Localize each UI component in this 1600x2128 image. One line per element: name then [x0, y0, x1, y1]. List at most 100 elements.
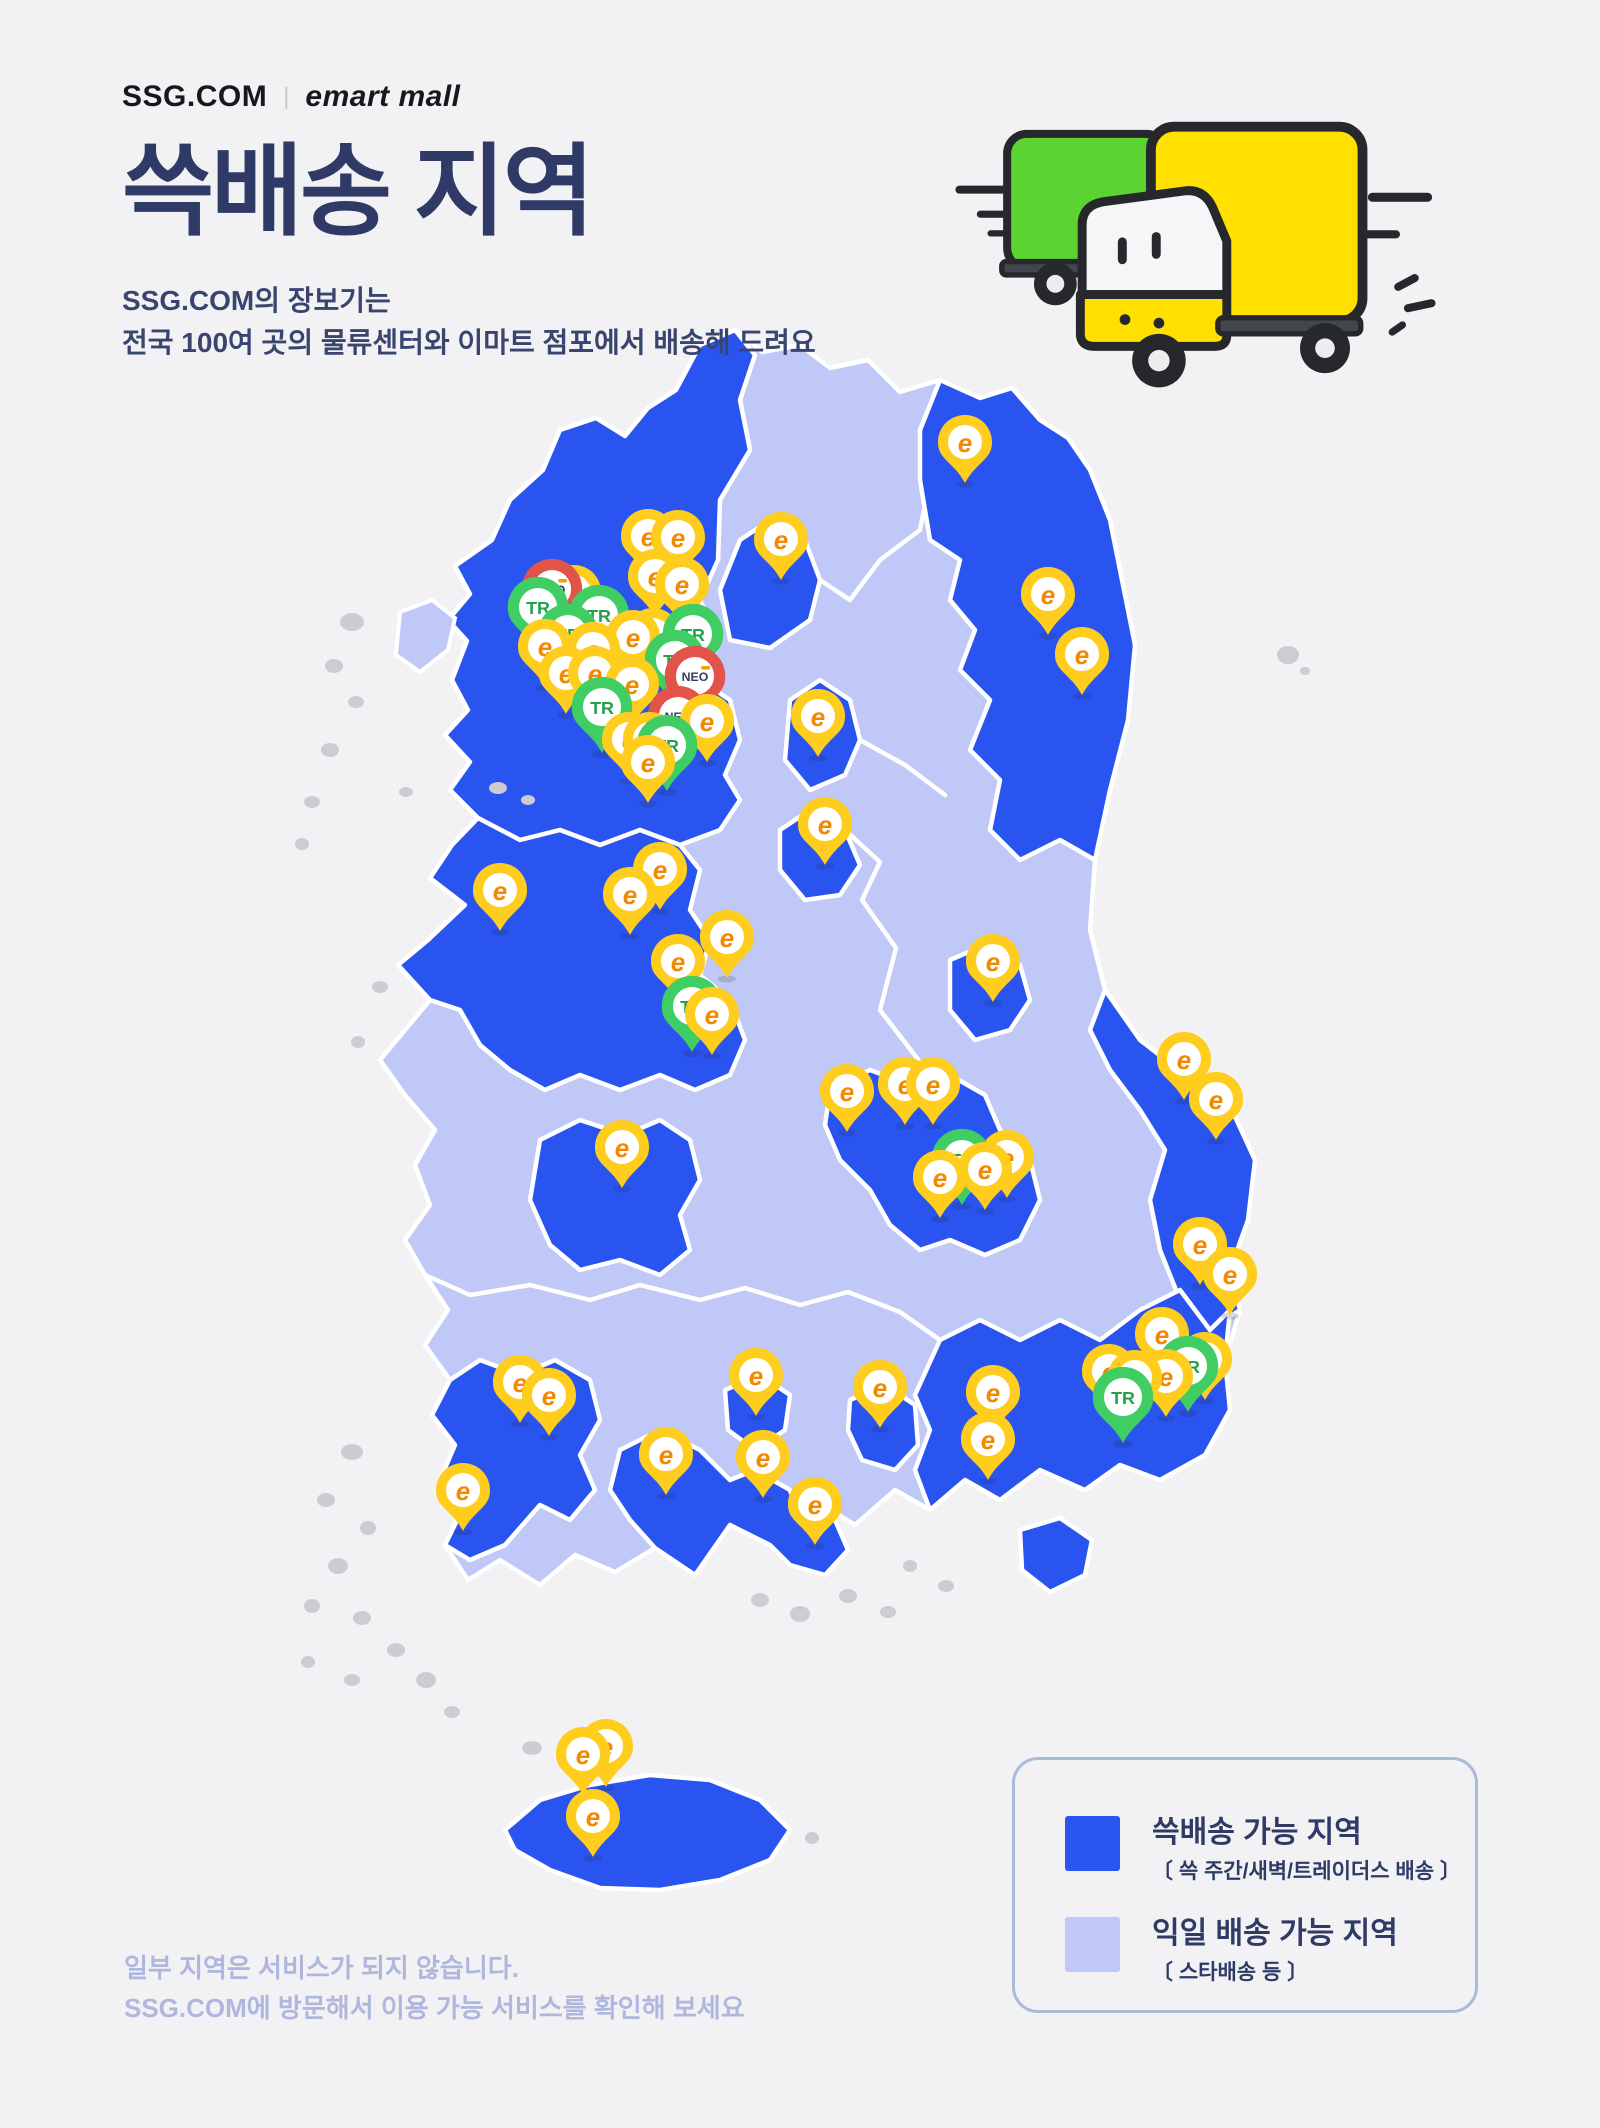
map-pin-e: e	[820, 1064, 874, 1137]
svg-text:e: e	[756, 1443, 770, 1473]
svg-text:e: e	[1041, 580, 1055, 610]
map-pin-e: e	[1189, 1072, 1243, 1145]
page-title: 쓱배송 지역	[122, 136, 595, 248]
brand-divider: |	[283, 83, 290, 110]
map-pin-e: e	[700, 910, 754, 983]
map-pin-neo: NEO	[664, 645, 726, 728]
map-pin-e: e	[853, 1360, 907, 1433]
svg-text:e: e	[700, 707, 714, 737]
svg-text:e: e	[1075, 640, 1089, 670]
map-pin-e: e	[958, 1142, 1012, 1215]
svg-text:e: e	[926, 1070, 940, 1100]
svg-text:e: e	[811, 702, 825, 732]
map-pin-e: e	[938, 415, 992, 488]
footer-line2: SSG.COM에 방문해서 이용 가능 서비스를 확인해 보세요	[124, 1993, 745, 2024]
svg-text:e: e	[641, 748, 655, 778]
subtitle-line1: SSG.COM의 장보기는	[122, 285, 391, 316]
island-next-day	[393, 597, 458, 675]
map-pin-e: e	[621, 735, 675, 808]
subtitle-line2: 전국 100여 곳의 물류센터와 이마트 점포에서 배송해 드려요	[122, 327, 816, 358]
legend-sublabel-next-day: 〔 스타배송 등 〕	[1152, 1961, 1309, 1984]
map-pin-e: e	[633, 842, 687, 915]
svg-text:e: e	[671, 947, 685, 977]
svg-text:e: e	[986, 1378, 1000, 1408]
svg-text:e: e	[840, 1077, 854, 1107]
svg-text:e: e	[1155, 1320, 1169, 1350]
svg-text:e: e	[986, 947, 1000, 977]
svg-text:e: e	[542, 1381, 556, 1411]
svg-text:e: e	[653, 855, 667, 885]
svg-text:NEO: NEO	[682, 670, 709, 684]
svg-text:e: e	[576, 1740, 590, 1770]
map-pin-e: e	[1173, 1217, 1227, 1290]
map-pin-e: e	[788, 1477, 842, 1550]
map-pin-e: e	[685, 987, 739, 1060]
map-pin-e: e	[639, 1427, 693, 1500]
map-pin-e: e	[1021, 567, 1075, 640]
svg-text:e: e	[978, 1155, 992, 1185]
svg-text:e: e	[818, 810, 832, 840]
map-pin-e: e	[680, 694, 734, 767]
pins-layer: eeeeeeeeNEOTRTReeTRTReeeTReeNEOeTReNEOee…	[436, 415, 1257, 1862]
svg-text:e: e	[493, 876, 507, 906]
legend-label-next-day: 익일 배송 가능 지역	[1152, 1917, 1398, 1950]
map-pin-e: e	[522, 1368, 576, 1441]
svg-text:e: e	[1193, 1230, 1207, 1260]
map-pin-e: e	[798, 797, 852, 870]
map-pin-e: e	[1203, 1247, 1257, 1320]
map-pin-e: e	[906, 1057, 960, 1130]
legend-sublabel-ssak: 〔 쓱 주간/새벽/트레이더스 배송 〕	[1152, 1860, 1461, 1883]
svg-text:e: e	[1223, 1260, 1237, 1290]
svg-text:e: e	[774, 525, 788, 555]
legend-item-ssak: 쓱배송 가능 지역 〔 쓱 주간/새벽/트레이더스 배송 〕	[1065, 1816, 1475, 1885]
svg-text:e: e	[586, 1802, 600, 1832]
map-pin-e: e	[566, 1789, 620, 1862]
svg-text:e: e	[958, 428, 972, 458]
emart-mall-logo: emart mall	[305, 80, 461, 113]
ssg-logo: SSG.COM	[122, 80, 268, 113]
brand-row: SSG.COM | emart mall	[122, 80, 822, 114]
map-pin-tr: TR	[1092, 1366, 1154, 1449]
map-pin-e: e	[1157, 1032, 1211, 1105]
svg-text:e: e	[671, 523, 685, 553]
map-pin-e: e	[651, 934, 705, 1007]
svg-text:e: e	[659, 1440, 673, 1470]
legend-swatch-next-day	[1065, 1917, 1120, 1972]
svg-text:e: e	[1209, 1085, 1223, 1115]
map-pin-e: e	[961, 1412, 1015, 1485]
svg-text:e: e	[626, 623, 640, 653]
svg-text:e: e	[720, 923, 734, 953]
svg-text:e: e	[675, 570, 689, 600]
svg-text:e: e	[623, 880, 637, 910]
svg-text:e: e	[873, 1373, 887, 1403]
footer-line1: 일부 지역은 서비스가 되지 않습니다.	[124, 1953, 519, 1983]
svg-text:TR: TR	[526, 598, 550, 618]
map-pin-e: e	[556, 1727, 610, 1800]
svg-text:e: e	[808, 1490, 822, 1520]
map-pin-e: e	[791, 689, 845, 762]
map-pin-e: e	[754, 512, 808, 585]
yellow-truck-icon	[1075, 121, 1436, 388]
map-pin-e: e	[966, 934, 1020, 1007]
map-pin-tr: TR	[571, 676, 633, 759]
header: SSG.COM | emart mall 쓱배송 지역 SSG.COM의 장보기…	[122, 80, 822, 364]
svg-text:e: e	[749, 1361, 763, 1391]
svg-text:e: e	[456, 1476, 470, 1506]
svg-text:e: e	[705, 1000, 719, 1030]
map-pin-e: e	[595, 1120, 649, 1193]
map-pin-e: e	[473, 863, 527, 936]
svg-text:TR: TR	[590, 698, 614, 718]
map-pin-e: e	[1055, 627, 1109, 700]
map-pin-e: e	[729, 1348, 783, 1421]
svg-text:e: e	[615, 1133, 629, 1163]
legend: 쓱배송 가능 지역 〔 쓱 주간/새벽/트레이더스 배송 〕 익일 배송 가능 …	[1012, 1757, 1478, 2013]
svg-text:e: e	[1159, 1362, 1173, 1392]
svg-text:e: e	[981, 1425, 995, 1455]
map-pin-e: e	[436, 1463, 490, 1536]
footer-note: 일부 지역은 서비스가 되지 않습니다. SSG.COM에 방문해서 이용 가능…	[124, 1948, 745, 2029]
svg-text:e: e	[1177, 1045, 1191, 1075]
subtitle: SSG.COM의 장보기는 전국 100여 곳의 물류센터와 이마트 점포에서 …	[122, 280, 822, 364]
map-pin-e: e	[736, 1430, 790, 1503]
map-pin-e: e	[913, 1150, 967, 1223]
